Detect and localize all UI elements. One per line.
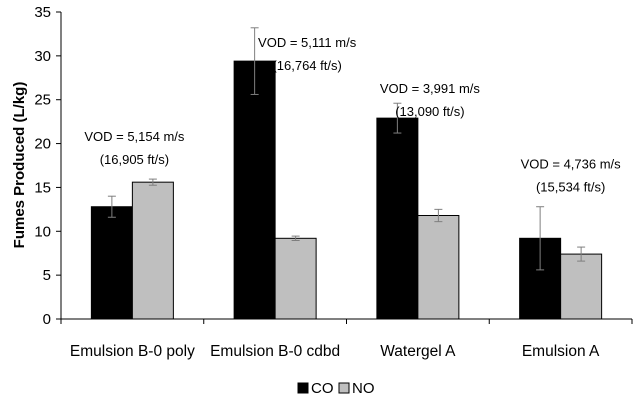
bar-co	[376, 117, 419, 320]
plot-area: 0 5 10 15 20 25 30 35 Emulsion B-0 poly Emulsion …	[34, 4, 633, 360]
x-category-label: Emulsion B-0 poly	[70, 343, 195, 360]
bar-co	[233, 60, 276, 320]
bar-co	[90, 206, 133, 320]
y-tick-label: 30	[34, 48, 51, 65]
vod-annotation-line1: VOD = 4,736 m/s	[521, 157, 622, 172]
bar-no	[417, 214, 460, 320]
bar-no	[274, 237, 317, 320]
vod-annotation-line1: VOD = 3,991 m/s	[380, 81, 481, 96]
legend-label-no: NO	[352, 380, 375, 397]
x-category-label: Emulsion B-0 cdbd	[210, 343, 340, 360]
y-tick-label: 35	[34, 4, 51, 21]
legend-swatch-no	[338, 382, 350, 394]
y-tick-label: 0	[43, 311, 51, 328]
y-tick-label: 20	[34, 136, 51, 153]
y-tick-label: 25	[34, 92, 51, 109]
vod-annotation-line2: (16,905 ft/s)	[100, 152, 169, 167]
bar-no	[131, 181, 174, 320]
x-category-label: Watergel A	[380, 343, 456, 360]
legend-swatch-co	[297, 382, 309, 394]
vod-annotation-line1: VOD = 5,111 m/s	[258, 35, 357, 50]
y-axis-label: Fumes Produced (L/kg)	[11, 82, 28, 249]
vod-annotation-line2: (15,534 ft/s)	[536, 180, 605, 195]
vod-annotation-line2: (13,090 ft/s)	[395, 104, 464, 119]
legend-label-co: CO	[311, 380, 334, 397]
y-tick-label: 15	[34, 179, 51, 196]
y-tick-label: 10	[34, 223, 51, 240]
legend: CO NO	[297, 380, 375, 397]
bar-no	[560, 253, 603, 320]
y-tick-label: 5	[43, 267, 51, 284]
x-category-label: Emulsion A	[522, 343, 600, 360]
vod-annotation-line1: VOD = 5,154 m/s	[84, 129, 185, 144]
vod-annotation-line2: (16,764 ft/s)	[272, 58, 341, 73]
